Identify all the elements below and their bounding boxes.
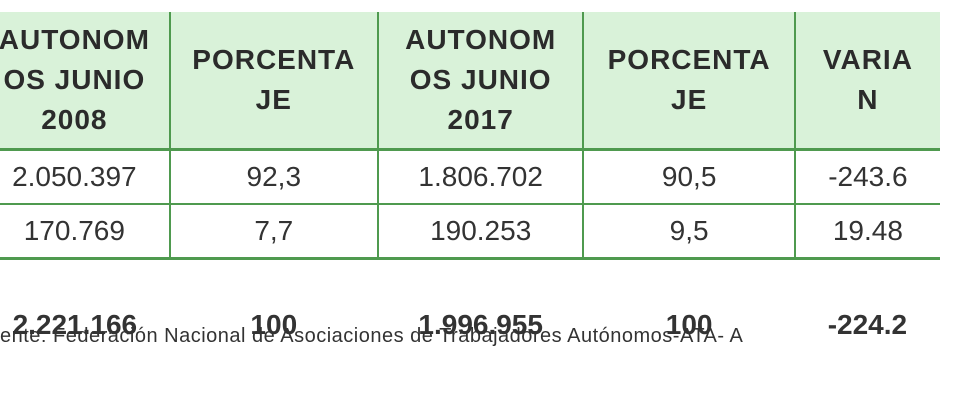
header-porcentaje-2017: PORCENTA JE — [583, 12, 796, 151]
header-variacion: VARIA N — [794, 12, 940, 151]
total-cell: 2.221.166 — [12, 309, 138, 340]
total-cell: 1.996.955 — [418, 309, 543, 340]
header-line: OS JUNIO — [409, 64, 552, 95]
header-line: 2008 — [41, 104, 108, 135]
total-cell: 100 — [665, 309, 713, 340]
table-cell: 190.253 — [377, 204, 585, 260]
total-cell: -224.2 — [827, 309, 908, 340]
table-cell: 9,5 — [583, 204, 796, 260]
data-table: AUTONOM OS JUNIO 2008 PORCENTA JE AUTONO… — [0, 12, 940, 368]
header-line: 2017 — [447, 104, 514, 135]
table-cell: 2.050.397 — [0, 149, 171, 205]
header-line: JE — [671, 84, 708, 115]
table-cell: 19.48 — [794, 204, 940, 260]
header-line: N — [857, 84, 879, 115]
header-line: VARIA — [822, 44, 913, 75]
table-cell: 1.806.702 — [377, 149, 585, 205]
header-row: AUTONOM OS JUNIO 2008 PORCENTA JE AUTONO… — [0, 12, 940, 151]
header-line: JE — [255, 84, 292, 115]
header-line: AUTONOM — [405, 24, 557, 55]
header-autonomos-2008: AUTONOM OS JUNIO 2008 — [0, 12, 171, 151]
total-cell: 100 — [250, 309, 298, 340]
header-autonomos-2017: AUTONOM OS JUNIO 2017 — [377, 12, 585, 151]
totals-row: 2.221.166 100 1.996.955 100 -224.2 — [0, 259, 940, 369]
table-row: 170.769 7,7 190.253 9,5 19.48 — [0, 204, 940, 260]
table-cell: 170.769 — [0, 204, 171, 260]
header-line: PORCENTA — [192, 44, 356, 75]
table-row: 2.050.397 92,3 1.806.702 90,5 -243.6 — [0, 149, 940, 205]
table-cell: 90,5 — [583, 149, 796, 205]
table-cell: 92,3 — [169, 149, 379, 205]
header-line: PORCENTA — [607, 44, 771, 75]
source-note: ente: Federación Nacional de Asociacione… — [0, 325, 744, 347]
table-cell: -243.6 — [794, 149, 940, 205]
table-cell: 7,7 — [169, 204, 379, 260]
header-line: OS JUNIO — [3, 64, 146, 95]
header-line: AUTONOM — [0, 24, 150, 55]
header-porcentaje-2008: PORCENTA JE — [169, 12, 379, 151]
